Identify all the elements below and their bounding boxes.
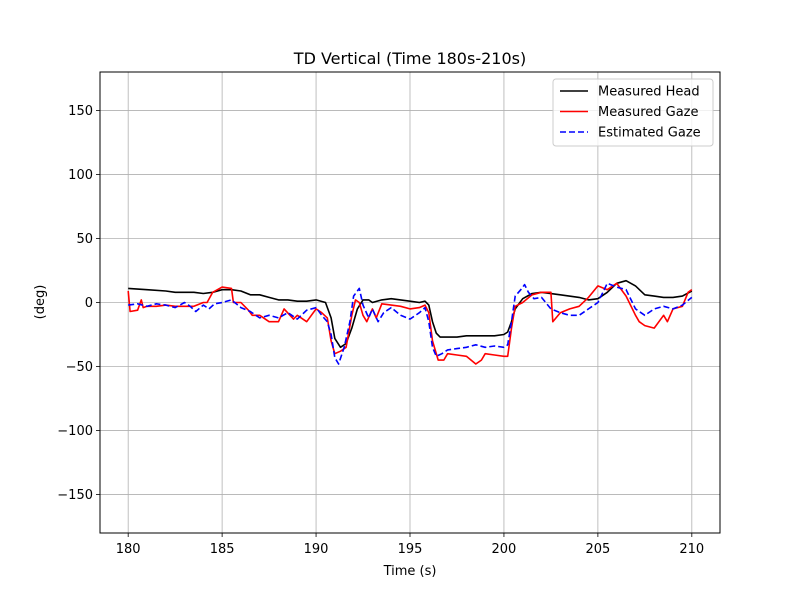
legend-box <box>552 78 714 147</box>
y-tick-label: 0 <box>85 296 93 311</box>
axis-ticks: 180 185 190 195 200 205 210 −150 −100 −50 0 50 100 15… <box>57 104 704 557</box>
x-tick-label: 210 <box>679 542 704 557</box>
x-tick-label: 185 <box>210 542 235 557</box>
x-tick-label: 180 <box>116 542 141 557</box>
legend-label: Estimated Gaze <box>598 126 701 141</box>
legend-label: Measured Gaze <box>598 105 699 120</box>
grid-lines <box>100 72 720 533</box>
y-axis-label: (deg) <box>33 285 48 320</box>
series-line-3 <box>128 282 693 365</box>
y-tick-label: −50 <box>66 360 93 375</box>
legend-label: Measured Head <box>598 85 700 100</box>
x-axis-label: Time (s) <box>383 564 437 579</box>
y-tick-label: −150 <box>57 488 93 503</box>
series-line-1 <box>128 279 693 349</box>
y-tick-label: 100 <box>68 168 93 183</box>
x-tick-label: 205 <box>585 542 610 557</box>
series-line-2 <box>127 282 693 365</box>
y-tick-label: 50 <box>76 232 93 247</box>
y-tick-label: −100 <box>57 424 93 439</box>
y-tick-label: 150 <box>68 104 93 119</box>
x-tick-label: 200 <box>492 542 517 557</box>
legend: Measured Head Measured Gaze Estimated Gaze <box>552 78 714 147</box>
x-tick-label: 190 <box>304 542 329 557</box>
chart-title: TD Vertical (Time 180s-210s) <box>293 49 526 68</box>
x-tick-label: 195 <box>398 542 423 557</box>
series-lines <box>127 279 693 365</box>
